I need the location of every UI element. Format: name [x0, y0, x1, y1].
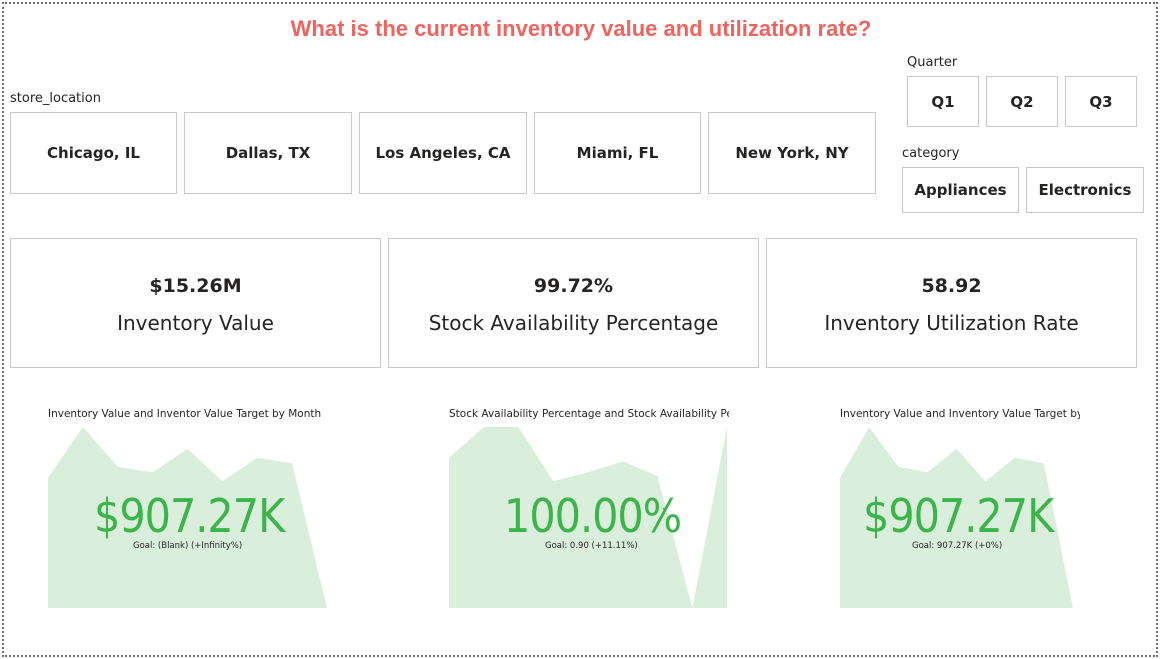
store-location-option-chicago[interactable]: Chicago, IL	[10, 112, 177, 194]
quarter-slicer-label: Quarter	[907, 55, 958, 70]
category-option-electronics[interactable]: Electronics	[1026, 167, 1144, 213]
category-option-appliances[interactable]: Appliances	[902, 167, 1019, 213]
card-label: Inventory Utilization Rate	[824, 311, 1079, 335]
kpi-title: Inventory Value and Inventory Value Targ…	[840, 408, 1080, 420]
kpi-value: $907.27K	[863, 489, 1054, 543]
card-value: 58.92	[921, 275, 982, 297]
kpi-title: Inventory Value and Inventor Value Targe…	[48, 408, 322, 420]
checkmark-icon: ✓	[268, 501, 279, 516]
kpi-trend-area	[840, 427, 1073, 608]
card-value: $15.26M	[149, 275, 242, 297]
kpi-goal: Goal: 0.90 (+11.11%)	[545, 541, 638, 551]
kpi-value: 100.00%	[504, 489, 682, 543]
page-title: What is the current inventory value and …	[290, 16, 872, 41]
card-value: 99.72%	[533, 275, 614, 297]
kpi-title: Stock Availability Percentage and Stock …	[449, 408, 729, 420]
stock-availability-card: 99.72% Stock Availability Percentage	[388, 238, 759, 368]
kpi-trend-area	[449, 427, 727, 608]
inventory-value-card: $15.26M Inventory Value	[10, 238, 381, 368]
checkmark-icon: ✓	[1037, 501, 1048, 516]
kpi-stock-availability: Stock Availability Percentage and Stock …	[449, 405, 729, 610]
store-location-option-los-angeles[interactable]: Los Angeles, CA	[359, 112, 527, 194]
category-slicer-label: category	[902, 146, 960, 161]
card-label: Inventory Value	[117, 311, 274, 335]
store-location-slicer-label: store_location	[10, 91, 101, 106]
quarter-option-q1[interactable]: Q1	[907, 76, 979, 127]
kpi-value: $907.27K	[94, 489, 285, 543]
card-label: Stock Availability Percentage	[428, 311, 719, 335]
quarter-option-q2[interactable]: Q2	[986, 76, 1058, 127]
kpi-goal: Goal: (Blank) (+Infinity%)	[133, 541, 243, 551]
kpi-trend-area	[48, 427, 327, 608]
checkmark-icon: ✓	[661, 501, 672, 516]
quarter-option-q3[interactable]: Q3	[1065, 76, 1137, 127]
inventory-utilization-card: 58.92 Inventory Utilization Rate	[766, 238, 1137, 368]
kpi-inventory-value: Inventory Value and Inventor Value Targe…	[48, 405, 328, 610]
store-location-option-miami[interactable]: Miami, FL	[534, 112, 701, 194]
kpi-inventory-value-target: Inventory Value and Inventory Value Targ…	[840, 405, 1080, 610]
store-location-option-dallas[interactable]: Dallas, TX	[184, 112, 352, 194]
store-location-option-new-york[interactable]: New York, NY	[708, 112, 876, 194]
kpi-goal: Goal: 907.27K (+0%)	[912, 541, 1003, 551]
